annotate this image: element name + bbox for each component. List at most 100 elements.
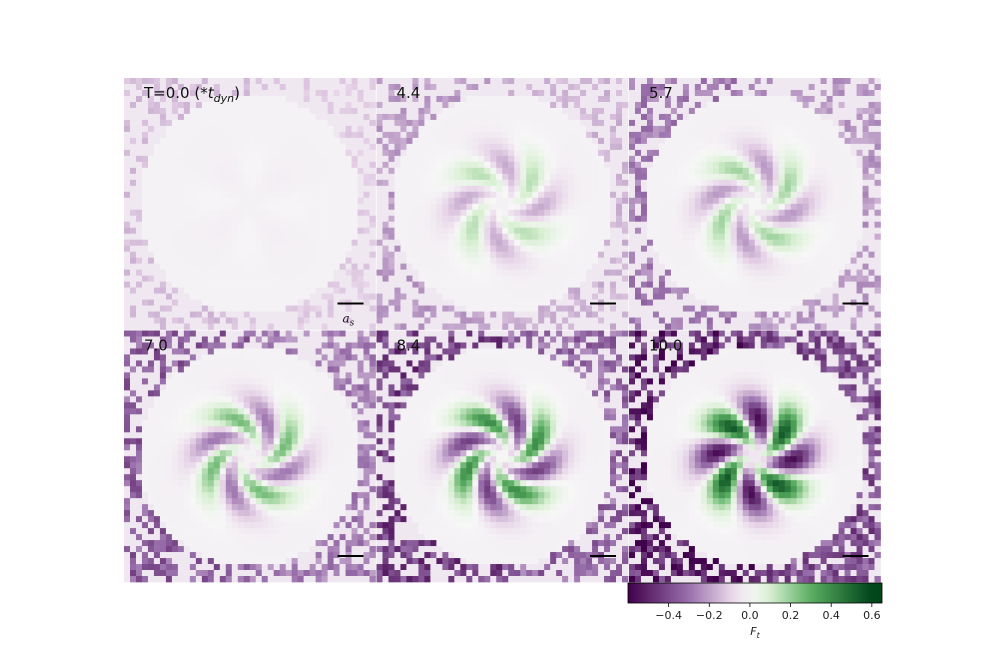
heatmap-cell xyxy=(382,197,389,205)
heatmap-cell xyxy=(249,293,257,300)
heatmap-cell xyxy=(195,167,203,175)
heatmap-cell xyxy=(273,311,281,318)
heatmap-cell xyxy=(219,173,227,181)
heatmap-cell xyxy=(730,281,738,288)
heatmap-cell xyxy=(544,251,551,258)
heatmap-cell xyxy=(748,131,756,139)
heatmap-cell xyxy=(520,113,527,121)
heatmap-cell xyxy=(141,227,149,235)
heatmap-cell xyxy=(297,305,304,312)
heatmap-cell xyxy=(670,167,678,175)
heatmap-cell xyxy=(171,287,179,294)
heatmap-cell xyxy=(604,257,611,264)
heatmap-cell xyxy=(508,95,515,103)
heatmap-cell xyxy=(394,149,401,157)
heatmap-cell xyxy=(622,227,629,235)
heatmap-cell xyxy=(748,239,756,247)
heatmap-cell xyxy=(159,119,167,127)
heatmap-cell xyxy=(255,227,263,235)
heatmap-cell xyxy=(297,131,304,139)
heatmap-cell xyxy=(598,257,605,264)
heatmap-cell xyxy=(724,191,732,199)
heatmap-cell xyxy=(676,119,684,127)
heatmap-cell xyxy=(706,275,714,282)
heatmap-cell xyxy=(321,239,328,247)
heatmap-cell xyxy=(826,83,833,91)
heatmap-cell xyxy=(135,323,143,330)
heatmap-cell xyxy=(700,149,708,157)
heatmap-cell xyxy=(418,197,425,205)
heatmap-cell xyxy=(279,287,287,294)
heatmap-cell xyxy=(742,83,750,91)
heatmap-cell xyxy=(532,245,539,253)
heatmap-cell xyxy=(694,275,702,282)
heatmap-cell xyxy=(688,173,696,181)
heatmap-cell xyxy=(526,125,533,133)
heatmap-cell xyxy=(598,305,605,312)
heatmap-cell xyxy=(454,173,461,181)
heatmap-cell xyxy=(135,251,143,258)
heatmap-cell xyxy=(231,101,239,109)
heatmap-cell xyxy=(279,143,287,151)
heatmap-cell xyxy=(279,239,287,247)
heatmap-cell xyxy=(171,161,179,169)
heatmap-cell xyxy=(147,311,155,318)
heatmap-cell xyxy=(321,293,328,300)
heatmap-cell xyxy=(460,263,467,270)
heatmap-cell xyxy=(736,78,744,85)
heatmap-cell xyxy=(640,221,648,229)
heatmap-cell xyxy=(610,251,617,258)
heatmap-cell xyxy=(321,257,328,264)
heatmap-cell xyxy=(544,305,551,312)
heatmap-cell xyxy=(862,173,869,181)
heatmap-cell xyxy=(466,119,473,127)
heatmap-cell xyxy=(333,179,340,187)
heatmap-cell xyxy=(153,257,161,264)
heatmap-cell xyxy=(345,287,352,294)
heatmap-cell xyxy=(129,233,137,241)
heatmap-cell xyxy=(844,245,851,253)
heatmap-cell xyxy=(406,107,413,115)
heatmap-cell xyxy=(261,245,269,253)
heatmap-cell xyxy=(339,317,346,324)
heatmap-cell xyxy=(225,215,233,223)
heatmap-cell xyxy=(562,173,569,181)
heatmap-cell xyxy=(369,299,376,306)
heatmap-cell xyxy=(586,119,593,127)
heatmap-cell xyxy=(141,305,149,312)
heatmap-cell xyxy=(604,143,611,151)
heatmap-cell xyxy=(213,113,221,121)
heatmap-cell xyxy=(382,78,389,85)
heatmap-cell xyxy=(490,215,497,223)
heatmap-cell xyxy=(333,95,340,103)
heatmap-cell xyxy=(736,167,744,175)
heatmap-cell xyxy=(207,245,215,253)
heatmap-cell xyxy=(820,203,827,211)
heatmap-cell xyxy=(562,107,569,115)
heatmap-cell xyxy=(676,143,684,151)
heatmap-cell xyxy=(629,101,636,109)
heatmap-cell xyxy=(514,203,521,211)
heatmap-cell xyxy=(418,119,425,127)
heatmap-cell xyxy=(670,125,678,133)
heatmap-cell xyxy=(760,233,768,241)
heatmap-cell xyxy=(694,113,702,121)
heatmap-cell xyxy=(291,293,299,300)
heatmap-cell xyxy=(424,311,431,318)
heatmap-cell xyxy=(742,155,750,163)
heatmap-cell xyxy=(159,83,167,91)
heatmap-cell xyxy=(574,227,581,235)
heatmap-cell xyxy=(135,263,143,270)
heatmap-cell xyxy=(129,275,137,282)
heatmap-cell xyxy=(267,143,275,151)
heatmap-cell xyxy=(838,227,845,235)
heatmap-cell xyxy=(255,113,263,121)
heatmap-cell xyxy=(730,173,738,181)
heatmap-cell xyxy=(568,323,575,330)
heatmap-cell xyxy=(772,125,780,133)
heatmap-cell xyxy=(610,113,617,121)
heatmap-cell xyxy=(544,209,551,217)
heatmap-cell xyxy=(658,203,666,211)
heatmap-cell xyxy=(592,101,599,109)
heatmap-cell xyxy=(303,269,310,276)
